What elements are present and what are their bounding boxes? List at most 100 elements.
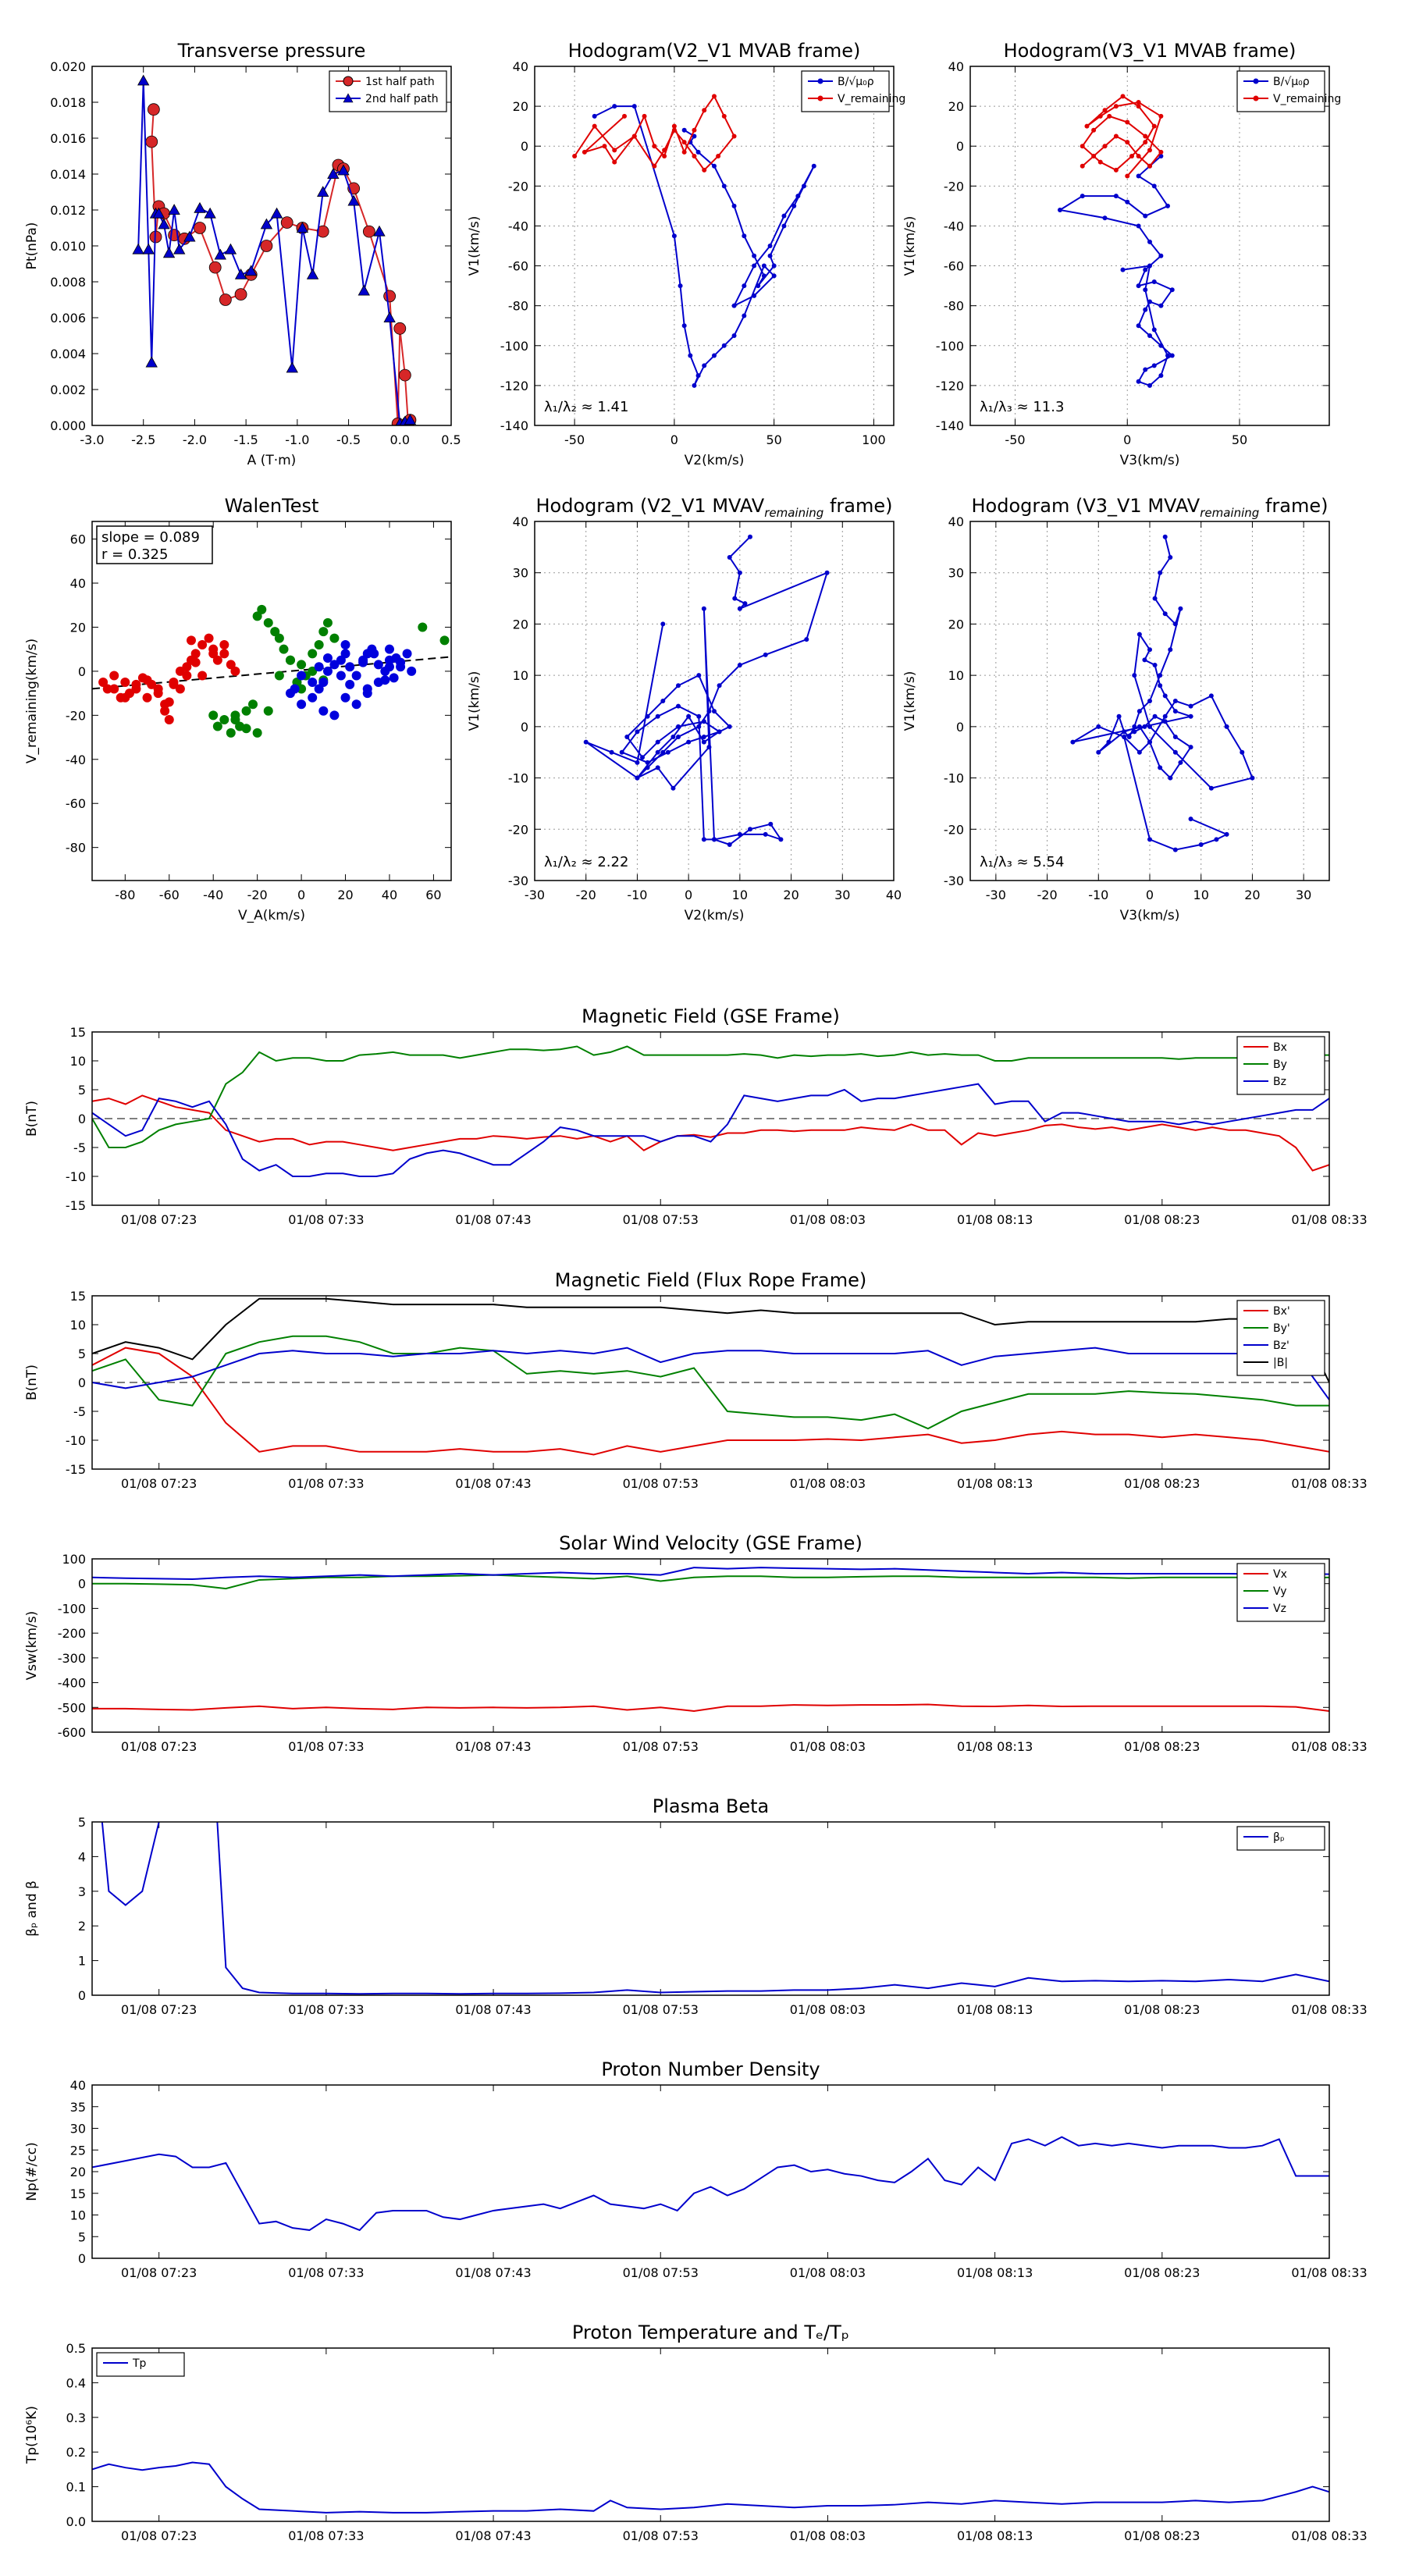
data-point <box>137 74 150 86</box>
data-point <box>721 183 727 189</box>
data-point <box>686 739 692 745</box>
data-point <box>706 709 712 714</box>
data-point <box>241 724 251 734</box>
y-tick-label: 0 <box>78 2251 86 2266</box>
x-tick-label: 01/08 07:33 <box>288 1739 364 1754</box>
y-tick-label: -100 <box>58 1601 86 1616</box>
data-point <box>660 749 666 755</box>
data-point <box>1136 100 1141 105</box>
data-point <box>308 692 318 703</box>
data-point <box>208 710 219 720</box>
x-tick-label: 01/08 08:33 <box>1291 1739 1367 1754</box>
data-point <box>1188 817 1193 822</box>
data-point <box>204 207 216 219</box>
chart-magnetic-field-gse: Magnetic Field (GSE Frame) 01/08 07:23 01/… <box>24 1005 1368 1227</box>
data-point <box>692 133 697 139</box>
y-tick-label: 2 <box>78 1919 86 1934</box>
data-point <box>635 729 640 735</box>
data-point <box>340 649 350 659</box>
data-point <box>1151 327 1157 333</box>
series-line-Bx <box>92 1094 1329 1172</box>
data-point <box>147 103 160 116</box>
y-tick-label: 35 <box>70 2100 86 2115</box>
y-tick-label: 40 <box>948 514 964 529</box>
data-point <box>182 671 192 681</box>
data-point <box>439 635 450 646</box>
data-point <box>686 713 692 719</box>
data-point <box>676 703 681 709</box>
x-tick-label: -50 <box>1005 432 1025 447</box>
y-tick-label: 10 <box>70 2208 86 2223</box>
data-point <box>1172 735 1178 739</box>
y-tick-label: 20 <box>70 2165 86 2179</box>
data-point <box>142 243 155 254</box>
data-point <box>98 678 108 688</box>
data-point <box>1158 343 1164 348</box>
x-tick-label: 01/08 08:23 <box>1124 1476 1200 1491</box>
y-tick-label: -20 <box>944 179 964 194</box>
y-tick-label: 0 <box>78 1112 86 1126</box>
data-point <box>592 123 597 129</box>
x-tick-label: 0 <box>670 432 678 447</box>
series-line-By' <box>92 1335 1329 1430</box>
x-axis-label: V_A(km/s) <box>238 908 305 923</box>
plot-frame <box>534 521 895 881</box>
x-tick-label: 01/08 08:03 <box>790 1739 866 1754</box>
data-point <box>1162 713 1168 719</box>
x-tick-label: 10 <box>1193 888 1209 902</box>
data-point <box>1136 379 1141 384</box>
y-tick-label: -10 <box>66 1169 86 1184</box>
data-point <box>681 140 687 145</box>
legend-marker <box>343 76 354 87</box>
y-axis-label: V1(km/s) <box>467 671 482 731</box>
data-point <box>120 678 130 688</box>
x-tick-label: 01/08 07:43 <box>455 1476 531 1491</box>
data-point <box>383 311 396 323</box>
data-point <box>194 222 206 234</box>
chart-solar-wind-velocity: Solar Wind Velocity (GSE Frame) 01/08 07:… <box>24 1532 1368 1754</box>
y-tick-label: 100 <box>62 1552 86 1567</box>
y-tick-label: -5 <box>73 1404 86 1419</box>
data-point <box>327 168 340 180</box>
data-point <box>175 666 185 676</box>
data-point <box>308 678 318 688</box>
y-tick-label: -140 <box>500 418 528 433</box>
data-point <box>1125 199 1130 205</box>
legend: βₚ <box>1236 1826 1325 1851</box>
data-point <box>109 671 119 681</box>
data-point <box>1136 223 1141 229</box>
data-point <box>241 706 251 716</box>
x-tick-label: 0.0 <box>390 432 410 447</box>
data-point <box>748 534 752 539</box>
data-point <box>1080 194 1085 199</box>
y-tick-label: 0.012 <box>50 203 86 218</box>
x-tick-label: 01/08 07:33 <box>288 2528 364 2543</box>
data-point <box>1142 724 1147 729</box>
plot-frame <box>91 66 452 426</box>
x-tick-label: 01/08 07:23 <box>121 2002 197 2017</box>
y-tick-label: 10 <box>513 668 528 683</box>
data-point <box>1188 713 1193 719</box>
x-tick-label: 01/08 07:23 <box>121 1476 197 1491</box>
data-point <box>771 263 777 269</box>
x-tick-label: -1.5 <box>234 432 258 447</box>
data-point <box>186 635 196 646</box>
data-point <box>1096 749 1101 755</box>
data-point <box>329 660 340 670</box>
data-point <box>131 679 141 689</box>
legend-label: Vy <box>1273 1585 1287 1598</box>
data-point <box>248 699 258 710</box>
y-tick-label: 0 <box>78 1577 86 1592</box>
data-point <box>1172 699 1178 703</box>
data-point <box>296 222 309 233</box>
legend-label: Vx <box>1273 1568 1287 1581</box>
data-point <box>1084 123 1090 129</box>
data-point <box>1136 632 1142 637</box>
y-tick-label: -120 <box>936 379 964 393</box>
data-point <box>761 273 767 279</box>
y-tick-label: -80 <box>66 841 86 856</box>
x-tick-label: 01/08 08:33 <box>1291 2002 1367 2017</box>
data-point <box>226 660 236 670</box>
data-point <box>660 699 666 703</box>
y-tick-label: -140 <box>936 418 964 433</box>
